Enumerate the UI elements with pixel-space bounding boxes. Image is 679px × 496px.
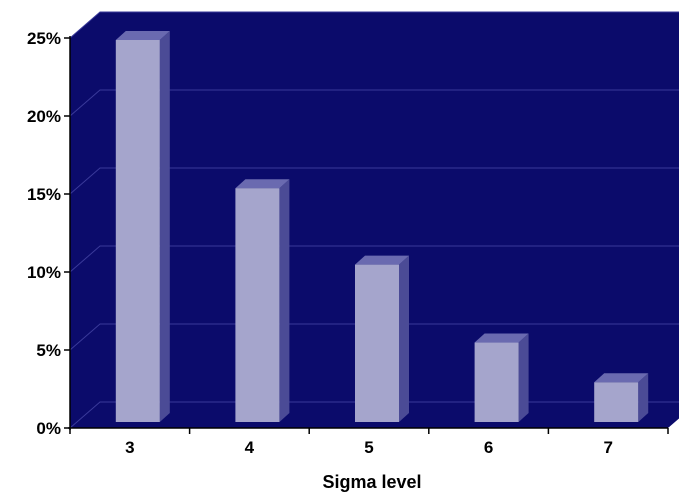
gridline <box>69 245 679 273</box>
y-tick-label: 20% <box>27 107 61 126</box>
bar-front <box>235 188 280 422</box>
y-tick-label: 5% <box>36 341 61 360</box>
y-tick-label: 15% <box>27 185 61 204</box>
y-tick-label: 10% <box>27 263 61 282</box>
bar-top <box>355 255 409 265</box>
bar-front <box>474 342 519 422</box>
bar <box>355 255 409 422</box>
x-tick-label: 3 <box>125 438 134 457</box>
bar-side <box>399 255 409 422</box>
x-tick-label: 7 <box>603 438 612 457</box>
bar <box>115 31 170 422</box>
y-tick-label: 0% <box>36 419 61 438</box>
bar-top <box>235 179 290 189</box>
x-tick-label: 5 <box>364 438 373 457</box>
x-tick-label: 6 <box>484 438 493 457</box>
bar-top <box>474 333 529 343</box>
bar <box>474 333 529 422</box>
axes <box>64 36 669 434</box>
x-tick-labels: 3 4 5 6 7 <box>125 438 613 457</box>
gridline <box>69 11 679 39</box>
bar-side <box>159 31 170 422</box>
y-tick-label: 25% <box>27 29 61 48</box>
x-axis-title: Sigma level <box>322 472 421 492</box>
bar-side <box>279 179 290 422</box>
gridlines <box>69 11 679 429</box>
bar-front <box>355 264 399 422</box>
gridline <box>69 89 679 117</box>
bar-side <box>518 333 529 422</box>
bar-top <box>594 373 649 383</box>
bar <box>594 373 649 422</box>
bar-front <box>115 40 160 422</box>
x-tick-label: 4 <box>245 438 255 457</box>
gridline <box>69 323 679 351</box>
bars <box>115 31 649 422</box>
bar <box>235 179 290 422</box>
bar-top <box>115 31 170 40</box>
gridline <box>69 167 679 195</box>
y-tick-labels: 0% 5% 10% 15% 20% 25% <box>27 29 61 438</box>
bar-front <box>594 382 639 422</box>
bar-side <box>638 373 649 422</box>
